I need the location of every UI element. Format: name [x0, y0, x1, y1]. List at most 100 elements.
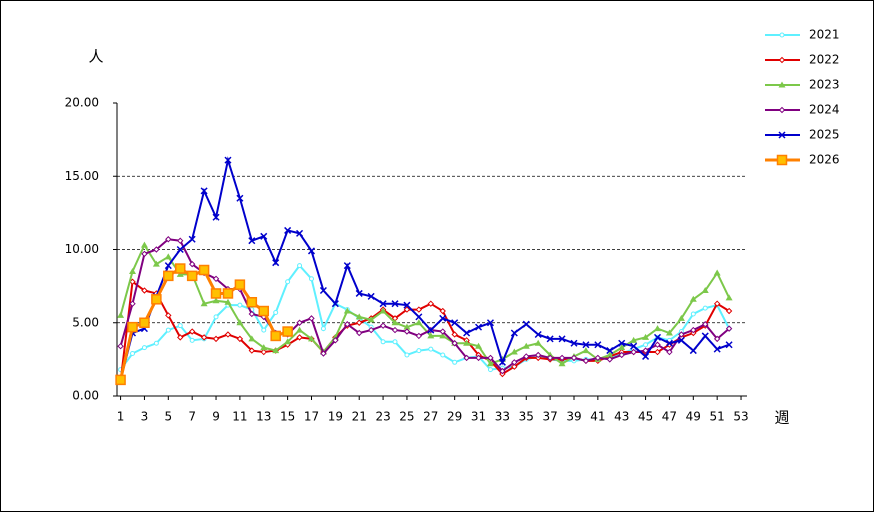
x-tick-label: 7 — [188, 410, 196, 424]
marker — [115, 374, 126, 386]
marker — [451, 340, 458, 347]
marker — [332, 337, 339, 344]
marker — [778, 106, 786, 114]
marker — [367, 292, 375, 300]
marker — [725, 307, 733, 315]
marker — [522, 320, 530, 328]
marker — [177, 323, 183, 329]
marker — [776, 154, 788, 166]
marker — [643, 342, 649, 348]
marker — [778, 81, 786, 88]
x-tick-label: 47 — [662, 410, 677, 424]
marker — [320, 350, 327, 357]
marker — [689, 347, 697, 355]
x-tick-label: 5 — [164, 410, 172, 424]
legend-label: 2023 — [809, 78, 840, 92]
marker — [653, 333, 662, 341]
marker — [285, 279, 291, 285]
x-tick-label: 49 — [686, 410, 701, 424]
marker — [725, 325, 733, 332]
marker — [141, 345, 147, 351]
marker — [427, 332, 435, 339]
marker — [558, 360, 566, 367]
marker — [212, 297, 220, 304]
marker — [451, 331, 458, 338]
marker — [177, 334, 184, 341]
marker — [439, 332, 447, 339]
marker — [165, 312, 172, 319]
marker — [630, 348, 637, 356]
marker — [404, 352, 410, 358]
marker — [308, 315, 315, 322]
x-tick-label: 51 — [710, 410, 725, 424]
x-tick-label: 11 — [232, 410, 247, 424]
y-tick-label: 15.00 — [65, 169, 99, 183]
x-tick-label: 17 — [304, 410, 319, 424]
marker — [320, 326, 326, 332]
marker — [331, 300, 339, 308]
marker — [258, 305, 270, 317]
marker — [475, 354, 482, 362]
x-axis-label: 週 — [774, 409, 789, 427]
marker — [343, 307, 351, 314]
marker — [296, 334, 303, 341]
marker — [486, 319, 494, 327]
marker — [665, 329, 673, 336]
marker — [463, 339, 471, 346]
y-tick-label: 20.00 — [65, 96, 99, 110]
marker — [725, 341, 733, 349]
marker — [234, 279, 246, 290]
marker — [439, 328, 446, 335]
marker — [186, 270, 198, 282]
marker — [510, 329, 518, 337]
marker — [210, 288, 222, 299]
marker — [642, 347, 649, 354]
marker — [690, 311, 696, 317]
marker — [308, 276, 314, 282]
marker — [666, 348, 673, 356]
marker — [416, 348, 422, 354]
marker — [654, 348, 661, 356]
marker — [367, 326, 375, 334]
marker — [343, 262, 351, 270]
legend-label: 2022 — [809, 53, 840, 67]
marker — [654, 325, 662, 332]
marker — [713, 335, 721, 343]
marker — [152, 260, 160, 267]
marker — [642, 352, 650, 360]
marker — [701, 287, 709, 294]
x-tick-label: 41 — [590, 410, 605, 424]
marker — [606, 347, 614, 355]
marker — [141, 250, 148, 258]
marker — [130, 351, 136, 357]
x-tick-label: 1 — [117, 410, 125, 424]
marker — [701, 332, 709, 340]
marker — [282, 326, 293, 337]
legend-label: 2024 — [809, 103, 840, 117]
marker — [725, 294, 733, 301]
marker — [606, 356, 613, 363]
marker — [511, 363, 518, 370]
marker — [415, 306, 423, 313]
marker — [582, 347, 590, 354]
x-tick-label: 19 — [328, 410, 343, 424]
marker — [200, 300, 208, 307]
marker — [248, 310, 256, 318]
marker — [511, 359, 518, 366]
marker — [463, 354, 470, 362]
marker — [380, 339, 386, 345]
marker — [415, 332, 423, 340]
marker — [248, 237, 256, 245]
x-tick-label: 31 — [471, 410, 486, 424]
marker — [296, 326, 304, 333]
marker — [630, 342, 638, 350]
marker — [272, 347, 280, 354]
marker — [570, 354, 578, 362]
marker — [618, 344, 626, 351]
marker — [594, 354, 602, 362]
marker — [272, 259, 280, 267]
x-tick-label: 53 — [733, 410, 748, 424]
marker — [344, 321, 351, 328]
x-tick-label: 37 — [542, 410, 557, 424]
